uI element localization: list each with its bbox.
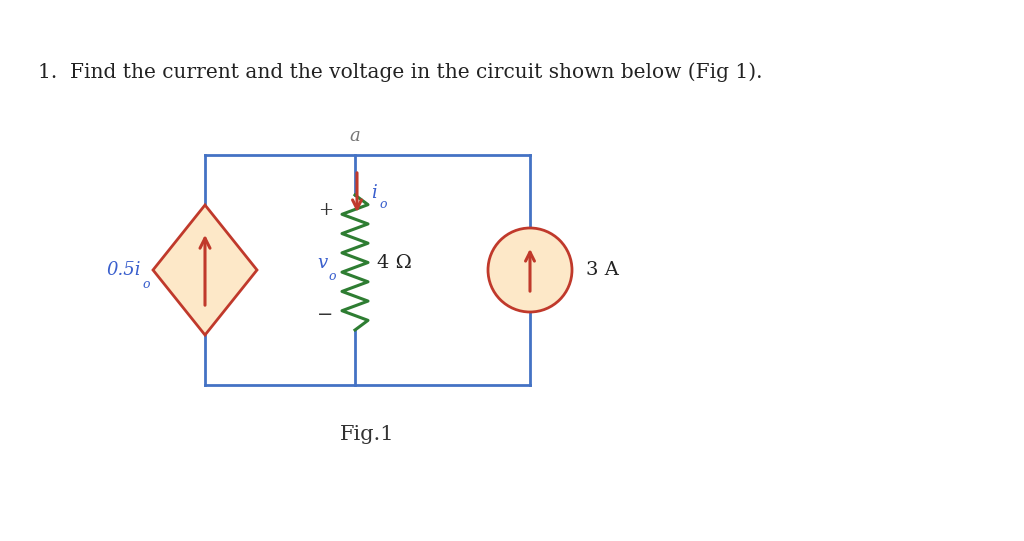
- Text: Fig.1: Fig.1: [340, 425, 395, 444]
- Circle shape: [488, 228, 572, 312]
- Text: o: o: [328, 270, 336, 283]
- Text: 3 A: 3 A: [586, 261, 618, 279]
- Text: o: o: [142, 278, 150, 291]
- Text: 1.  Find the current and the voltage in the circuit shown below (Fig 1).: 1. Find the current and the voltage in t…: [38, 62, 763, 82]
- Polygon shape: [153, 205, 257, 335]
- Text: +: +: [318, 201, 333, 219]
- Text: i: i: [371, 183, 377, 201]
- Text: 0.5i: 0.5i: [106, 261, 141, 279]
- Text: −: −: [316, 306, 333, 324]
- Text: o: o: [379, 199, 386, 212]
- Text: a: a: [349, 127, 360, 145]
- Text: v: v: [316, 254, 327, 272]
- Text: 4 Ω: 4 Ω: [377, 254, 412, 272]
